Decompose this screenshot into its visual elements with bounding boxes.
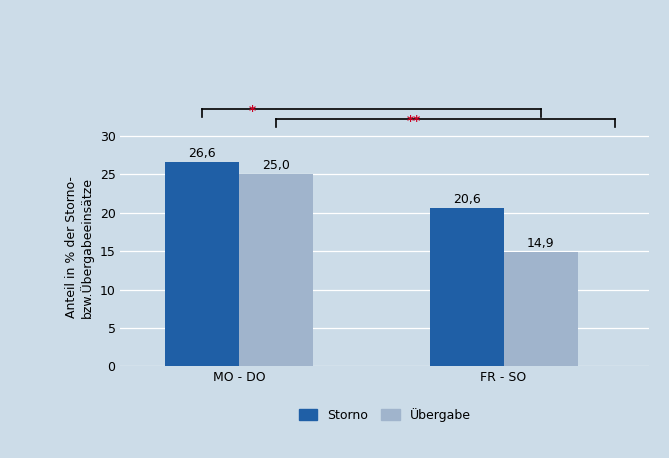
Text: 14,9: 14,9 [527,237,555,250]
Text: **: ** [407,114,421,128]
Bar [165,162,240,366]
Legend: Storno, Übergabe: Storno, Übergabe [294,403,476,427]
Text: *: * [249,104,256,118]
Text: 25,0: 25,0 [262,159,290,172]
Text: 26,6: 26,6 [189,147,216,160]
Bar [429,208,504,366]
Y-axis label: Anteil in % der Storno-
bzw.Übergabeeinsätze: Anteil in % der Storno- bzw.Übergabeeins… [65,176,94,318]
Bar [504,252,577,366]
Text: 20,6: 20,6 [453,193,480,206]
Bar [240,174,313,366]
